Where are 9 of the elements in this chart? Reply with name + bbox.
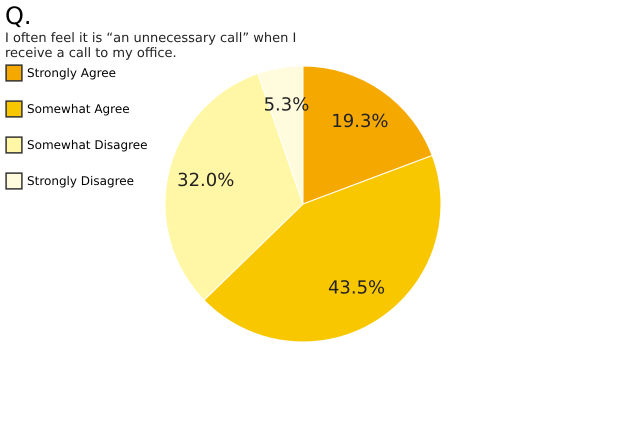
- chart-title: Q.: [5, 2, 32, 30]
- legend-label: Strongly Disagree: [27, 174, 134, 188]
- legend-label: Somewhat Disagree: [27, 138, 148, 152]
- legend-label: Somewhat Agree: [27, 102, 130, 116]
- legend-label: Strongly Agree: [27, 66, 116, 80]
- data-label: 19.3%: [331, 110, 389, 132]
- data-label: 32.0%: [177, 170, 234, 191]
- chart-subtitle: I often feel it is “an unnecessary call” when I receive a call to my office.: [5, 31, 296, 61]
- data-label: 43.5%: [328, 277, 386, 298]
